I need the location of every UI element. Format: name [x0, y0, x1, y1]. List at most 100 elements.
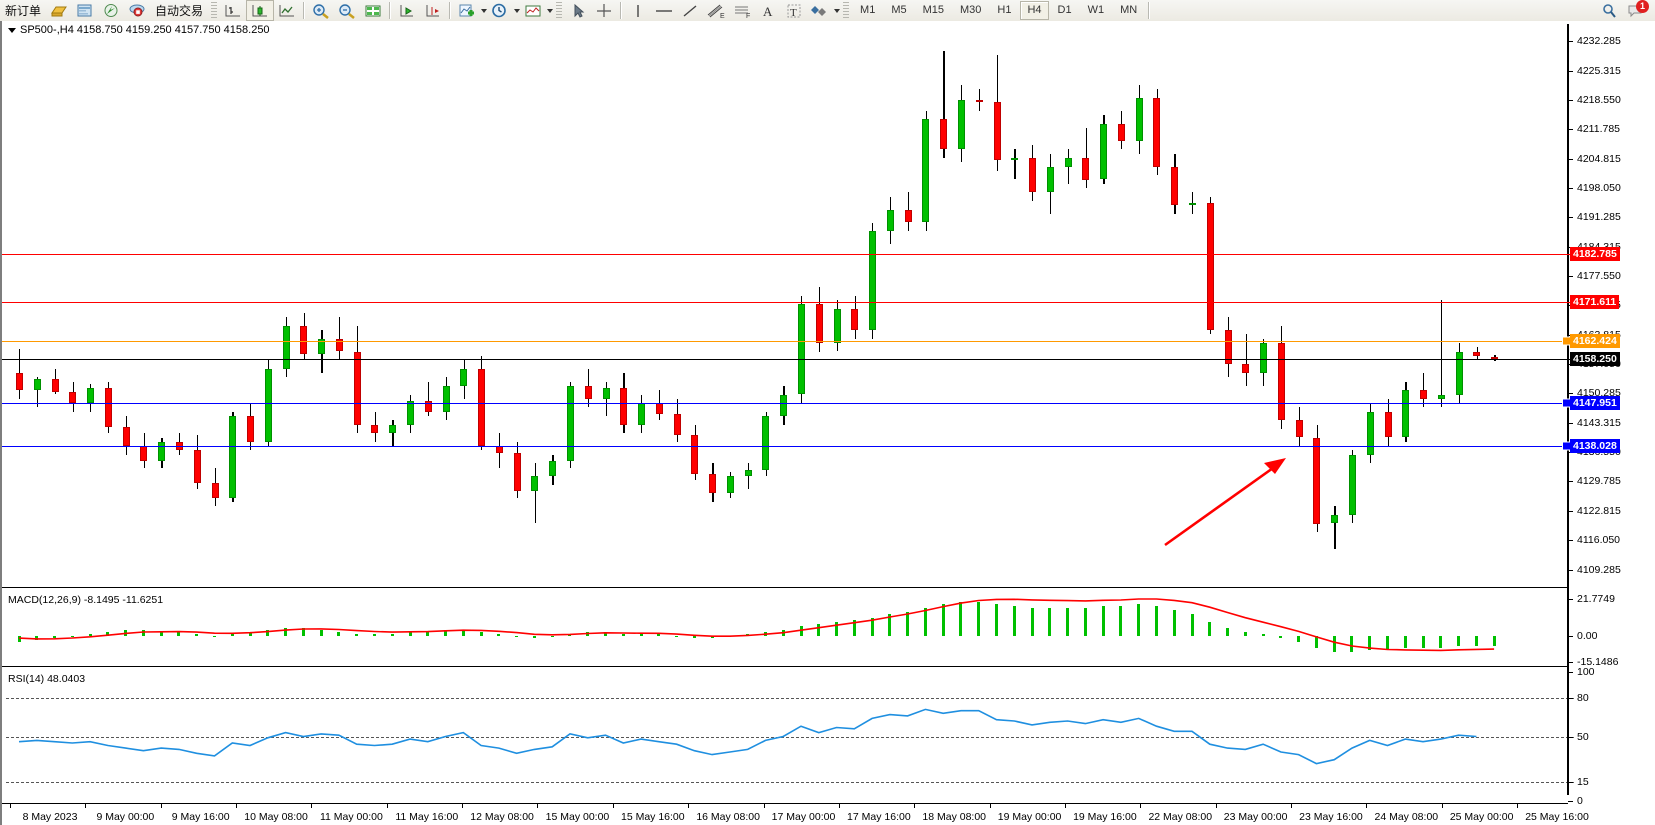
vertical-line-icon[interactable]: [625, 1, 651, 20]
toolbar-grip-3[interactable]: [843, 2, 850, 19]
candle-body: [158, 441, 166, 462]
price-axis-tick: 4211.785: [1568, 123, 1655, 135]
price-plot-area[interactable]: [6, 21, 1568, 825]
timeframe-h1[interactable]: H1: [997, 4, 1012, 16]
timeframe-m15[interactable]: M15: [922, 4, 944, 16]
terminal-icon[interactable]: [124, 1, 150, 20]
arrows-chevron-down-icon[interactable]: [834, 8, 841, 13]
gold-bar-icon[interactable]: [46, 1, 72, 20]
price-axis[interactable]: 4182.785 4171.611 4162.424 4158.250 4147.951…: [1568, 21, 1655, 825]
arrows-icon[interactable]: [807, 1, 833, 20]
auto-scroll-icon[interactable]: [394, 1, 420, 20]
price-level-line-resistance-lower[interactable]: [2, 301, 1570, 303]
chart-shift-icon[interactable]: [420, 1, 446, 20]
time-axis-tick: [10, 803, 11, 808]
candle-wick: [1245, 334, 1247, 386]
panel-separator-macd[interactable]: [2, 587, 1568, 588]
text-icon[interactable]: A: [755, 1, 781, 20]
candle-body: [673, 413, 681, 436]
candle-wick: [392, 420, 394, 447]
time-axis[interactable]: 8 May 2023 9 May 00:00 9 May 16:00 10 May 0…: [2, 803, 1589, 825]
chart-frame[interactable]: SP500-,H4 4158.750 4159.250 4157.750 415…: [0, 21, 1655, 825]
candle-body: [104, 388, 112, 427]
candle-body: [69, 392, 77, 404]
line-chart-icon[interactable]: [274, 1, 300, 20]
fibonacci-icon[interactable]: F: [729, 1, 755, 20]
candle-body: [1437, 394, 1445, 399]
template-chevron-down-icon[interactable]: [547, 8, 554, 13]
candle-body: [1206, 203, 1214, 330]
template-icon[interactable]: [520, 1, 546, 20]
candle-body: [957, 99, 965, 150]
time-axis-label: 25 May 16:00: [1525, 811, 1589, 823]
candle-body: [211, 482, 219, 498]
candle-body: [193, 450, 201, 483]
search-icon[interactable]: [1597, 1, 1623, 20]
zoom-out-icon[interactable]: [334, 1, 360, 20]
time-axis-tick: [1290, 803, 1292, 808]
candle-wick: [534, 463, 536, 524]
timeframe-h4[interactable]: H4: [1020, 1, 1049, 20]
toolbar-grip[interactable]: [211, 2, 218, 19]
add-indicator-icon[interactable]: [454, 1, 480, 20]
timeframe-mn[interactable]: MN: [1120, 4, 1138, 16]
candle-body: [424, 400, 432, 412]
candle-body: [584, 385, 592, 399]
data-window-icon[interactable]: [360, 1, 386, 20]
price-level-line-current-price[interactable]: [2, 359, 1570, 361]
candlestick-chart-icon[interactable]: [246, 0, 275, 21]
timeframe-m1[interactable]: M1: [860, 4, 876, 16]
period-clock-icon[interactable]: [487, 1, 513, 20]
timeframe-m5[interactable]: M5: [891, 4, 907, 16]
candle-body: [122, 426, 130, 447]
market-watch-icon[interactable]: [72, 1, 98, 20]
panel-separator-rsi[interactable]: [2, 666, 1568, 667]
price-axis-tick: 4232.285: [1568, 35, 1655, 47]
candle-wick: [1334, 506, 1336, 550]
navigator-icon[interactable]: [98, 1, 124, 20]
candle-body: [1366, 411, 1374, 455]
price-level-label-resistance-lower: 4171.611: [1570, 294, 1620, 309]
equidistant-channel-icon[interactable]: E: [703, 1, 729, 20]
candle-wick: [36, 377, 39, 408]
horizontal-line-icon[interactable]: [651, 1, 677, 20]
price-level-line-support-upper[interactable]: [2, 403, 1570, 405]
candle-body: [353, 351, 361, 425]
time-axis-tick: [612, 803, 614, 808]
rsi-plot-area[interactable]: [6, 21, 1574, 825]
price-level-line-pivot[interactable]: [2, 341, 1570, 343]
candle-body: [691, 435, 699, 475]
candle-body: [264, 368, 272, 442]
trendline-icon[interactable]: [677, 1, 703, 20]
timeframe-m30[interactable]: M30: [960, 4, 982, 16]
chart-menu-chevron-down-icon[interactable]: [8, 27, 16, 33]
timeframe-d1[interactable]: D1: [1057, 4, 1072, 16]
price-level-line-support-lower[interactable]: [2, 445, 1570, 447]
toolbar-grip-2[interactable]: [556, 2, 563, 19]
price-level-line-resistance-upper[interactable]: [2, 253, 1570, 255]
toolbar-separator: [303, 2, 306, 19]
price-axis-tick: 4116.050: [1568, 534, 1655, 546]
timeframe-w1[interactable]: W1: [1087, 4, 1105, 16]
autotrade-button[interactable]: 自动交易: [155, 4, 204, 18]
rsi-line: [18, 708, 1477, 765]
price-axis-tick: 4150.285: [1568, 387, 1655, 399]
add-indicator-chevron-down-icon[interactable]: [481, 8, 488, 13]
bar-chart-icon[interactable]: [220, 1, 246, 20]
candle-body: [798, 304, 805, 395]
rsi-axis-tick: 50: [1568, 731, 1655, 743]
zoom-in-icon[interactable]: [308, 1, 334, 20]
period-chevron-down-icon[interactable]: [514, 8, 521, 13]
crosshair-icon[interactable]: [591, 1, 617, 20]
time-axis-tick: [537, 803, 539, 808]
time-axis-label: 15 May 00:00: [545, 811, 610, 823]
new-order-button[interactable]: 新订单: [5, 4, 42, 18]
cursor-arrow-icon[interactable]: [565, 1, 591, 20]
candle-body: [851, 308, 859, 330]
text-label-icon[interactable]: T: [781, 1, 807, 20]
symbol-info-bar: SP500-,H4 4158.750 4159.250 4157.750 415…: [8, 24, 270, 36]
candle-body: [513, 452, 521, 492]
candle-body: [1242, 364, 1250, 373]
notifications-icon[interactable]: 1: [1623, 0, 1649, 20]
symbol-ohlc-label: SP500-,H4 4158.750 4159.250 4157.750 415…: [20, 24, 270, 36]
